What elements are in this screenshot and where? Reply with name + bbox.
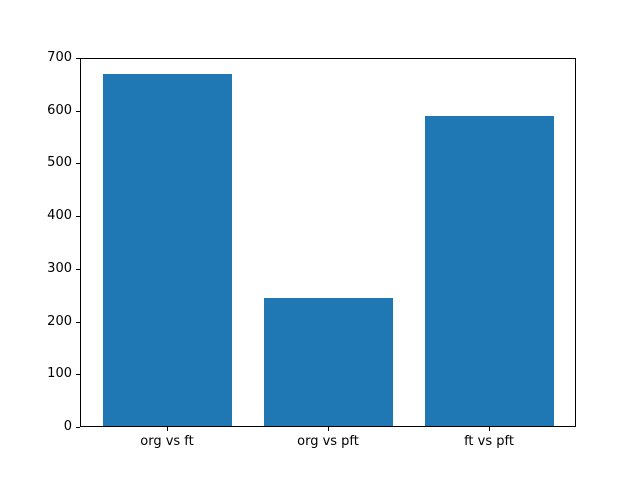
y-tick-mark [76,216,80,217]
y-tick-mark [76,427,80,428]
y-tick-mark [76,163,80,164]
y-tick-label: 100 [47,366,72,381]
y-tick-label: 200 [47,314,72,329]
y-tick-mark [76,58,80,59]
x-tick-mark [167,427,168,431]
y-tick-mark [76,111,80,112]
y-tick-label: 400 [47,208,72,223]
x-tick-mark [328,427,329,431]
y-tick-mark [76,374,80,375]
y-tick-mark [76,322,80,323]
bar-org-vs-ft [103,74,232,427]
x-tick-label: ft vs pft [464,434,514,449]
y-tick-mark [76,269,80,270]
x-tick-label: org vs ft [140,434,194,449]
x-tick-label: org vs pft [297,434,359,449]
y-tick-label: 0 [63,419,72,434]
bar-ft-vs-pft [425,116,554,427]
y-tick-label: 600 [47,103,72,118]
bar-org-vs-pft [264,298,393,427]
y-tick-label: 300 [47,261,72,276]
y-tick-label: 700 [47,50,72,65]
x-tick-mark [489,427,490,431]
y-tick-label: 500 [47,155,72,170]
